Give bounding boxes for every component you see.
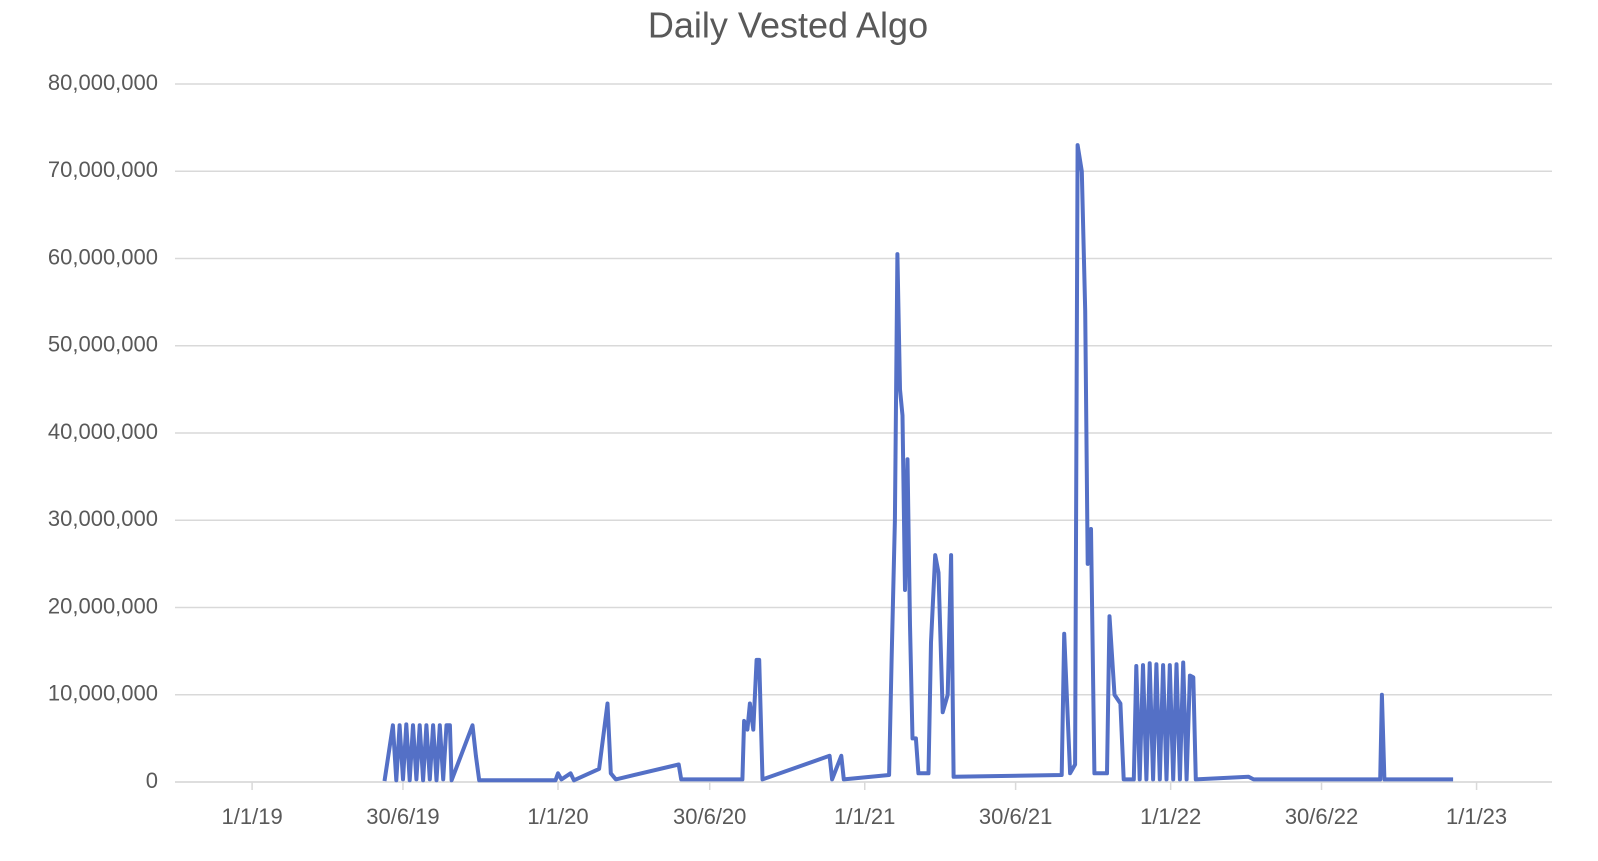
x-tick-label: 30/6/19 <box>366 804 439 829</box>
data-line <box>382 143 1454 783</box>
y-tick-label: 60,000,000 <box>48 244 158 269</box>
x-tick-label: 1/1/23 <box>1446 804 1507 829</box>
x-tick-label: 1/1/19 <box>222 804 283 829</box>
x-tick-label: 1/1/22 <box>1140 804 1201 829</box>
y-tick-label: 20,000,000 <box>48 593 158 618</box>
chart-title: Daily Vested Algo <box>648 5 928 46</box>
x-tick-label: 1/1/21 <box>834 804 895 829</box>
x-tick-label: 1/1/20 <box>527 804 588 829</box>
y-tick-label: 40,000,000 <box>48 419 158 444</box>
y-tick-label: 50,000,000 <box>48 332 158 357</box>
y-tick-label: 10,000,000 <box>48 681 158 706</box>
y-tick-label: 70,000,000 <box>48 157 158 182</box>
y-tick-label: 30,000,000 <box>48 506 158 531</box>
x-tick-label: 30/6/20 <box>673 804 746 829</box>
y-tick-label: 0 <box>146 768 158 793</box>
x-tick-label: 30/6/22 <box>1285 804 1358 829</box>
y-tick-label: 80,000,000 <box>48 70 158 95</box>
x-tick-label: 30/6/21 <box>979 804 1052 829</box>
